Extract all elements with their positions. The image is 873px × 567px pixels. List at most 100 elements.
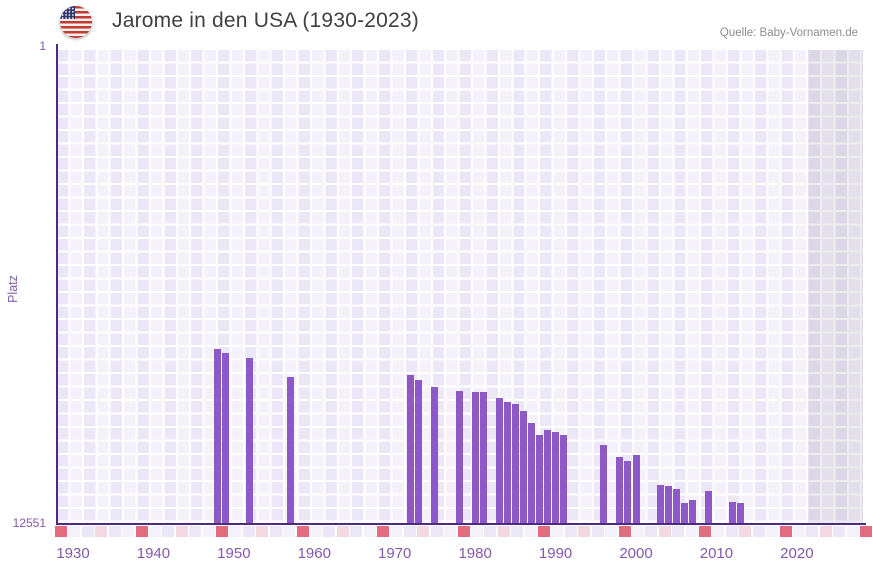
half-decade-marker bbox=[95, 526, 108, 537]
axis-strip-cell bbox=[323, 526, 336, 537]
axis-strip-cell bbox=[350, 526, 363, 537]
half-decade-marker bbox=[578, 526, 591, 537]
axis-strip-cell bbox=[470, 526, 483, 537]
axis-strip-cell bbox=[189, 526, 202, 537]
x-tick-label: 1960 bbox=[297, 545, 331, 562]
decade-marker bbox=[55, 526, 67, 537]
decade-marker bbox=[377, 526, 389, 537]
axis-strip-cell bbox=[269, 526, 282, 537]
y-axis-label: Platz bbox=[6, 275, 20, 303]
x-tick-label: 1990 bbox=[538, 545, 573, 562]
x-axis-line bbox=[56, 523, 866, 525]
bar[interactable] bbox=[503, 401, 511, 524]
axis-strip-cell bbox=[81, 526, 94, 537]
bar[interactable] bbox=[246, 358, 254, 524]
axis-strip-cell bbox=[430, 526, 443, 537]
axis-strip-cell bbox=[806, 526, 819, 537]
half-decade-marker bbox=[739, 526, 752, 537]
bar[interactable] bbox=[527, 423, 535, 524]
axis-strip-cell bbox=[108, 526, 121, 537]
axis-strip-cell bbox=[564, 526, 577, 537]
axis-strip-cell bbox=[363, 526, 376, 537]
bar[interactable] bbox=[680, 502, 688, 524]
bar[interactable] bbox=[471, 392, 479, 524]
x-tick-label: 1930 bbox=[56, 545, 90, 562]
half-decade-marker bbox=[175, 526, 188, 537]
axis-strip-cell bbox=[833, 526, 846, 537]
axis-strip-cell bbox=[122, 526, 135, 537]
decade-marker bbox=[699, 526, 712, 537]
axis-strip-cell bbox=[631, 526, 644, 537]
axis-strip-cell bbox=[511, 526, 524, 537]
axis-strip-cell bbox=[444, 526, 457, 537]
half-decade-marker bbox=[256, 526, 269, 537]
axis-strip-cell bbox=[792, 526, 805, 537]
x-tick-label: 1980 bbox=[458, 545, 492, 562]
x-tick-label: 2010 bbox=[699, 545, 734, 562]
half-decade-marker bbox=[417, 526, 430, 537]
bar[interactable] bbox=[552, 431, 560, 524]
axis-strip-cell bbox=[148, 526, 161, 537]
axis-strip-cell bbox=[551, 526, 564, 537]
bar[interactable] bbox=[455, 391, 463, 524]
bar[interactable] bbox=[672, 488, 680, 524]
bar[interactable] bbox=[624, 460, 632, 524]
bar[interactable] bbox=[729, 502, 737, 524]
x-tick-label: 1970 bbox=[378, 545, 412, 562]
axis-strip-cell bbox=[242, 526, 255, 537]
decade-marker bbox=[216, 526, 228, 537]
bar[interactable] bbox=[511, 403, 519, 524]
bar[interactable] bbox=[286, 377, 294, 524]
axis-strip-cell bbox=[309, 526, 322, 537]
bar[interactable] bbox=[664, 485, 672, 524]
plot-area bbox=[57, 50, 863, 524]
axis-strip-cell bbox=[712, 526, 725, 537]
axis-strip-cell bbox=[672, 526, 685, 537]
x-tick-label: 1940 bbox=[136, 545, 171, 562]
axis-strip-cell bbox=[283, 526, 296, 537]
y-axis-tick-top: 1 bbox=[39, 39, 46, 53]
bar[interactable] bbox=[616, 457, 624, 524]
axis-strip-cell bbox=[846, 526, 859, 537]
page-title: Jarome in den USA (1930-2023) bbox=[112, 9, 419, 32]
bar[interactable] bbox=[535, 434, 543, 524]
bar[interactable] bbox=[704, 491, 712, 524]
bar[interactable] bbox=[632, 454, 640, 524]
bar[interactable] bbox=[415, 380, 423, 524]
half-decade-marker bbox=[819, 526, 832, 537]
bar[interactable] bbox=[560, 434, 568, 524]
bar[interactable] bbox=[600, 445, 608, 524]
axis-strip-cell bbox=[524, 526, 537, 537]
bar[interactable] bbox=[222, 352, 230, 524]
us-flag-icon bbox=[60, 6, 92, 38]
bar[interactable] bbox=[407, 375, 415, 524]
bar[interactable] bbox=[688, 500, 696, 524]
decade-marker bbox=[296, 526, 309, 537]
bar[interactable] bbox=[656, 485, 664, 524]
bar[interactable] bbox=[214, 349, 222, 524]
axis-strip-cell bbox=[766, 526, 779, 537]
axis-strip-cell bbox=[591, 526, 604, 537]
bar[interactable] bbox=[737, 502, 745, 524]
x-tick-label: 2020 bbox=[780, 545, 814, 562]
decade-marker bbox=[135, 526, 148, 537]
decade-marker bbox=[779, 526, 792, 537]
decade-marker bbox=[618, 526, 631, 537]
half-decade-marker bbox=[336, 526, 349, 537]
y-axis-tick-bottom: 12551 bbox=[12, 516, 46, 530]
bar[interactable] bbox=[544, 429, 552, 524]
axis-strip-cell bbox=[645, 526, 658, 537]
bar[interactable] bbox=[431, 386, 439, 524]
axis-strip-cell bbox=[725, 526, 738, 537]
decade-marker bbox=[457, 526, 470, 537]
bar[interactable] bbox=[495, 398, 503, 524]
axis-strip-cell bbox=[403, 526, 416, 537]
axis-strip-cell bbox=[605, 526, 618, 537]
x-tick-label: 1950 bbox=[217, 545, 251, 562]
bar[interactable] bbox=[519, 411, 527, 524]
axis-strip-cell bbox=[202, 526, 215, 537]
axis-strip-cell bbox=[68, 526, 81, 537]
bar[interactable] bbox=[479, 392, 487, 524]
half-decade-marker bbox=[658, 526, 671, 537]
